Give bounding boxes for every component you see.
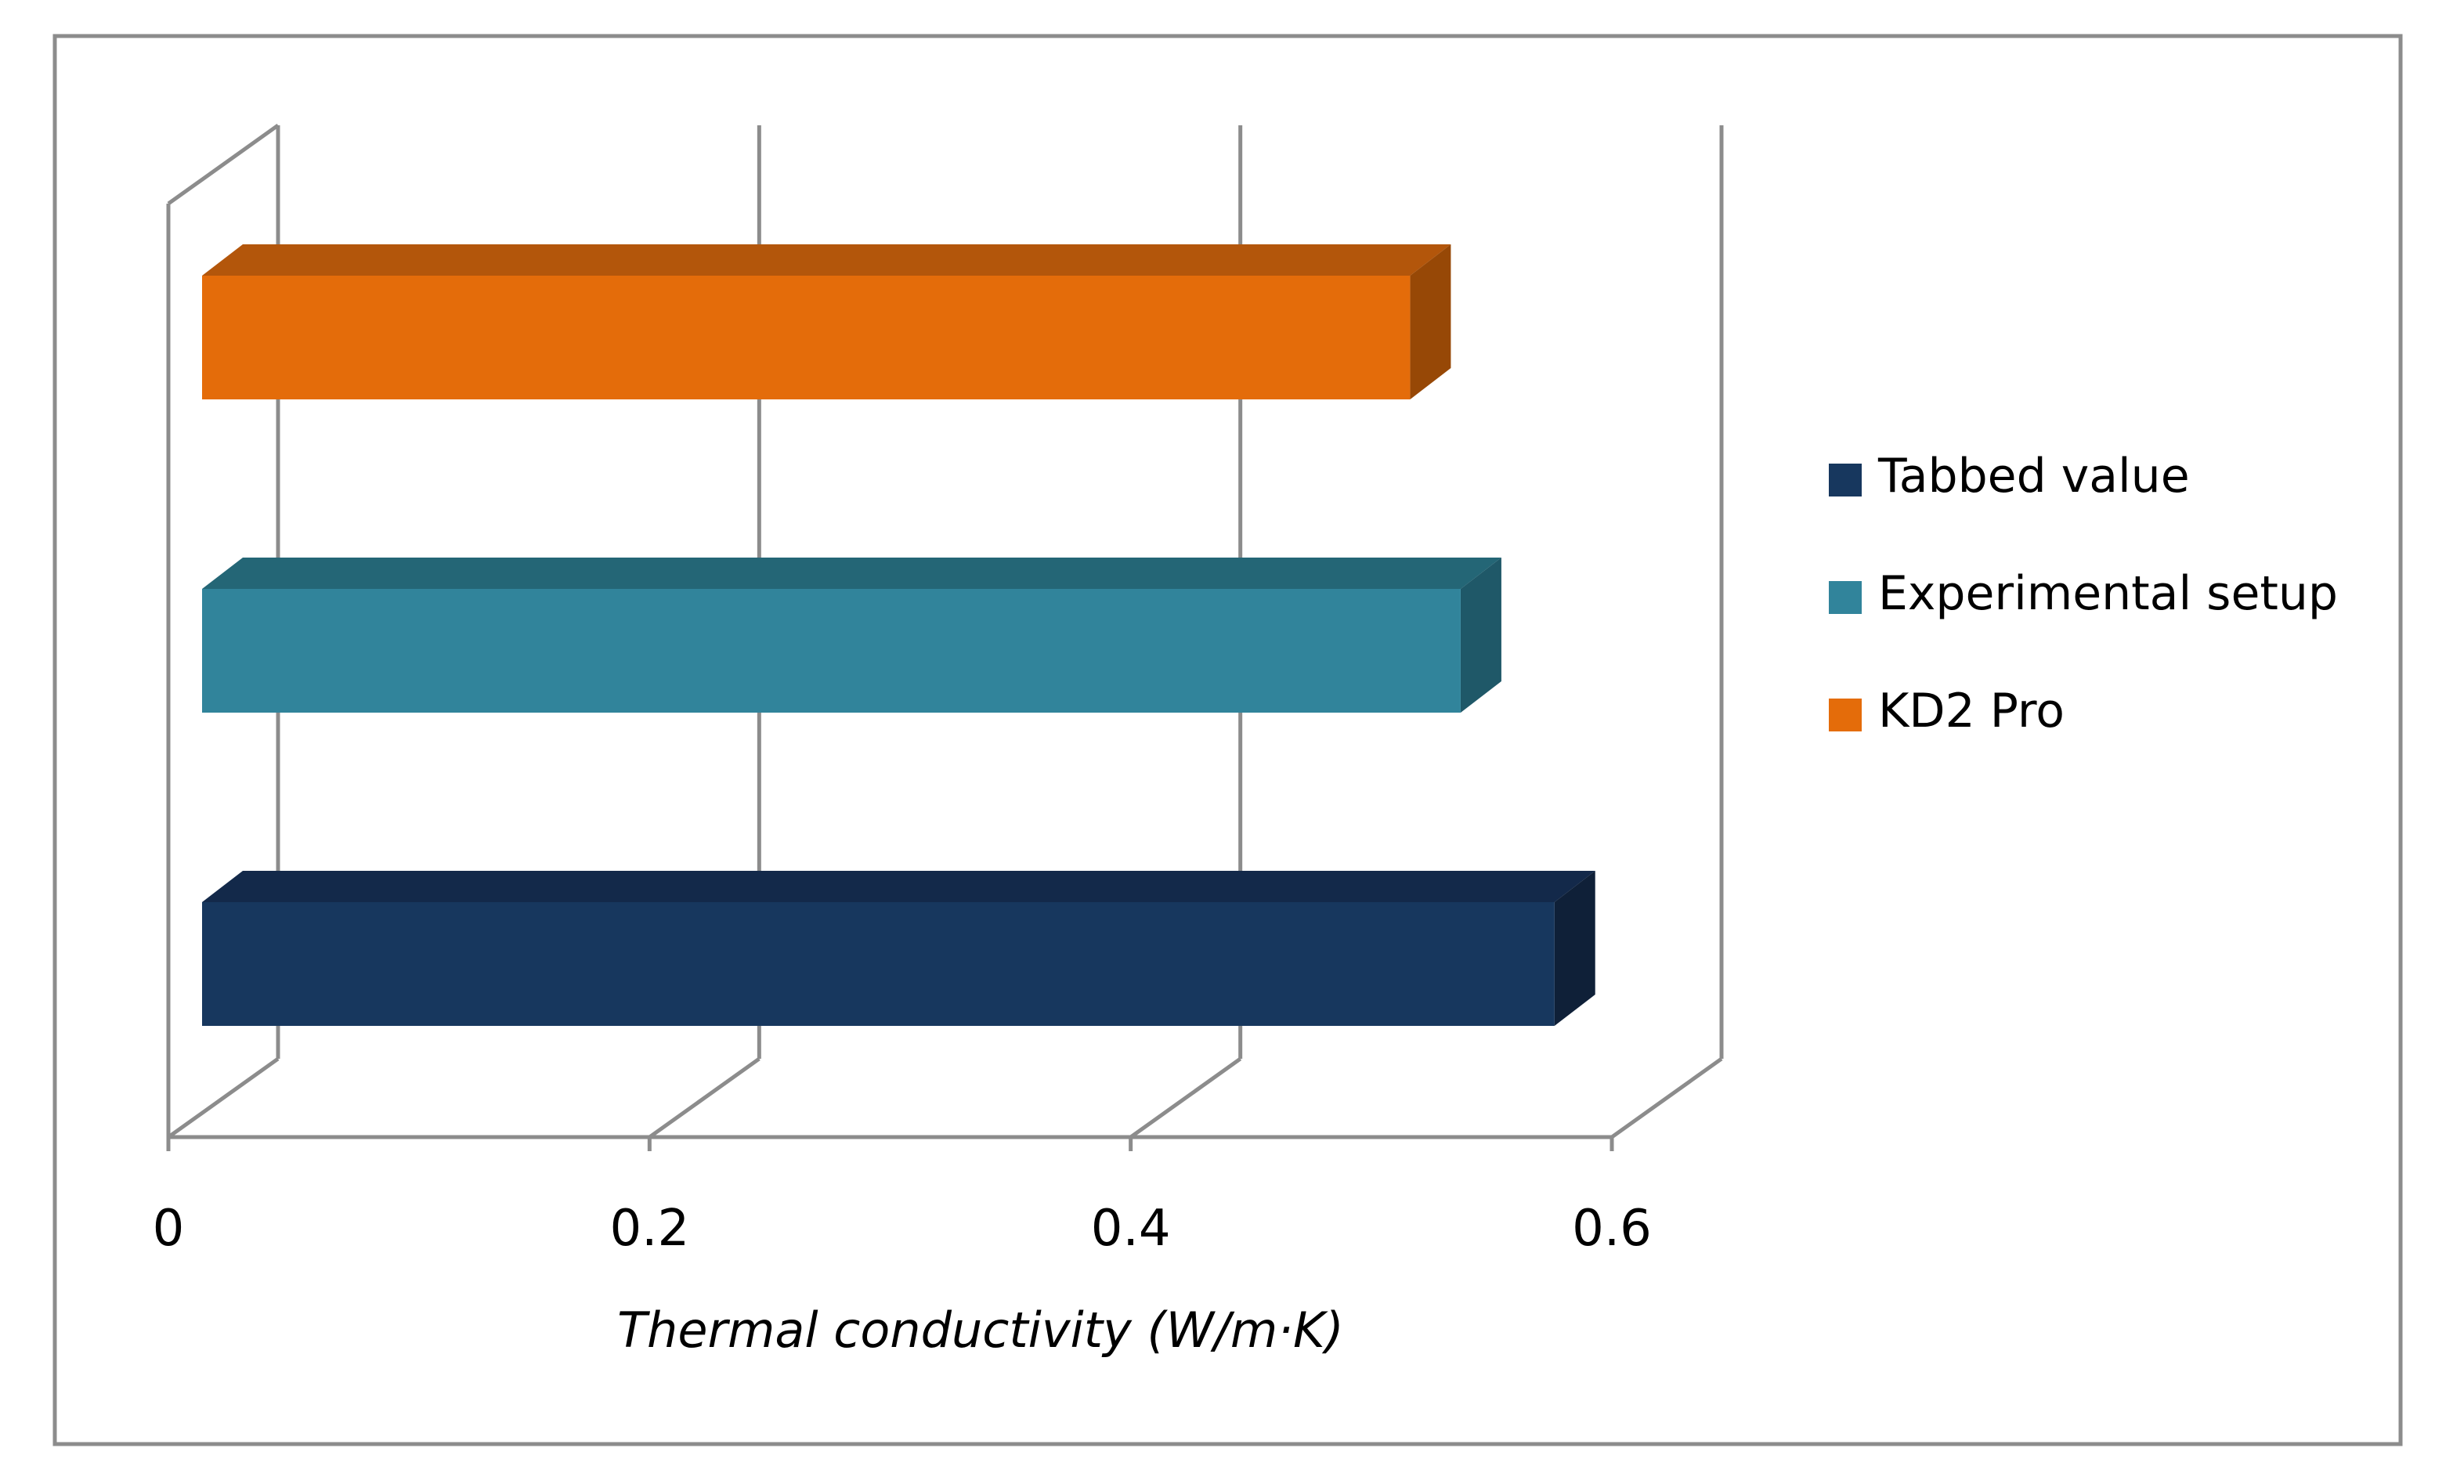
bar-tabbed-value [202, 871, 1595, 1026]
bar-side-face [1460, 558, 1501, 713]
floor-gridline [648, 1056, 761, 1139]
x-axis-ticks: 0 0.2 0.4 0.6 [153, 1200, 1652, 1258]
bar-experimental-setup [202, 558, 1501, 713]
bar-front-face [202, 902, 1555, 1026]
bar-front-face [202, 276, 1411, 399]
bar-side-face [1410, 244, 1451, 399]
legend-item: Experimental setup [1829, 566, 2338, 621]
bar-front-face [202, 589, 1461, 713]
x-axis-title: Thermal conductivity (W/m·K) [617, 1302, 1344, 1359]
floor-gridline [1129, 1056, 1242, 1139]
tick-label: 0.2 [609, 1200, 689, 1258]
legend-label: Tabbed value [1877, 449, 2190, 504]
legend-swatch [1829, 699, 1862, 731]
legend-label: Experimental setup [1878, 566, 2338, 621]
legend-label: KD2 Pro [1878, 684, 2065, 738]
side-wall-top [167, 123, 280, 206]
tick-label: 0 [153, 1200, 185, 1258]
legend-item: KD2 Pro [1829, 684, 2065, 738]
bars [202, 244, 1595, 1026]
tick-label: 0.4 [1091, 1200, 1171, 1258]
legend-swatch [1829, 464, 1862, 496]
floor-gridline [1610, 1056, 1723, 1139]
bar-top-face [202, 558, 1501, 589]
legend-swatch [1829, 581, 1862, 614]
tick-label: 0.6 [1572, 1200, 1652, 1258]
bar-kd2-pro [202, 244, 1451, 399]
bar-side-face [1554, 871, 1595, 1026]
legend: Tabbed value Experimental setup KD2 Pro [1829, 449, 2338, 738]
bar-top-face [202, 871, 1595, 902]
legend-item: Tabbed value [1829, 449, 2190, 504]
bar-top-face [202, 244, 1451, 276]
floor-gridline [167, 1056, 280, 1139]
